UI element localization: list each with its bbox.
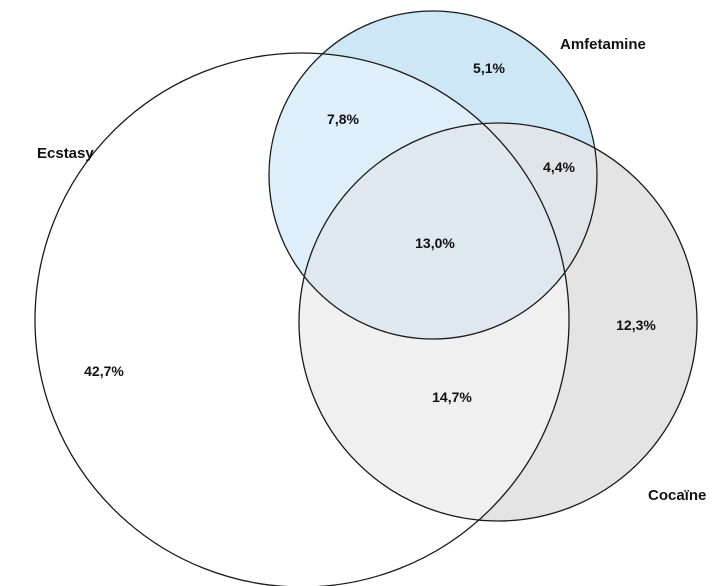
ecstasy-label: Ecstasy [37, 145, 94, 162]
cocaine-label: Cocaïne [648, 487, 706, 504]
all-three-value: 13,0% [415, 235, 455, 251]
cocaine-only-value: 12,3% [616, 317, 656, 333]
cocaine-circle [298, 122, 698, 522]
amfetamine-cocaine-overlap-fill [299, 123, 597, 339]
amfetamine-circle [268, 10, 598, 340]
ecstasy-only-value: 42,7% [84, 363, 124, 379]
amfetamine-label: Amfetamine [560, 36, 646, 53]
triple-overlap-fill [299, 123, 569, 339]
amfetamine-cocaine-value: 4,4% [543, 159, 575, 175]
ecstasy-circle [34, 52, 570, 586]
ecstasy-amfetamine-value: 7,8% [327, 111, 359, 127]
amfetamine-only-value: 5,1% [473, 60, 505, 76]
ecstasy-cocaine-value: 14,7% [432, 389, 472, 405]
